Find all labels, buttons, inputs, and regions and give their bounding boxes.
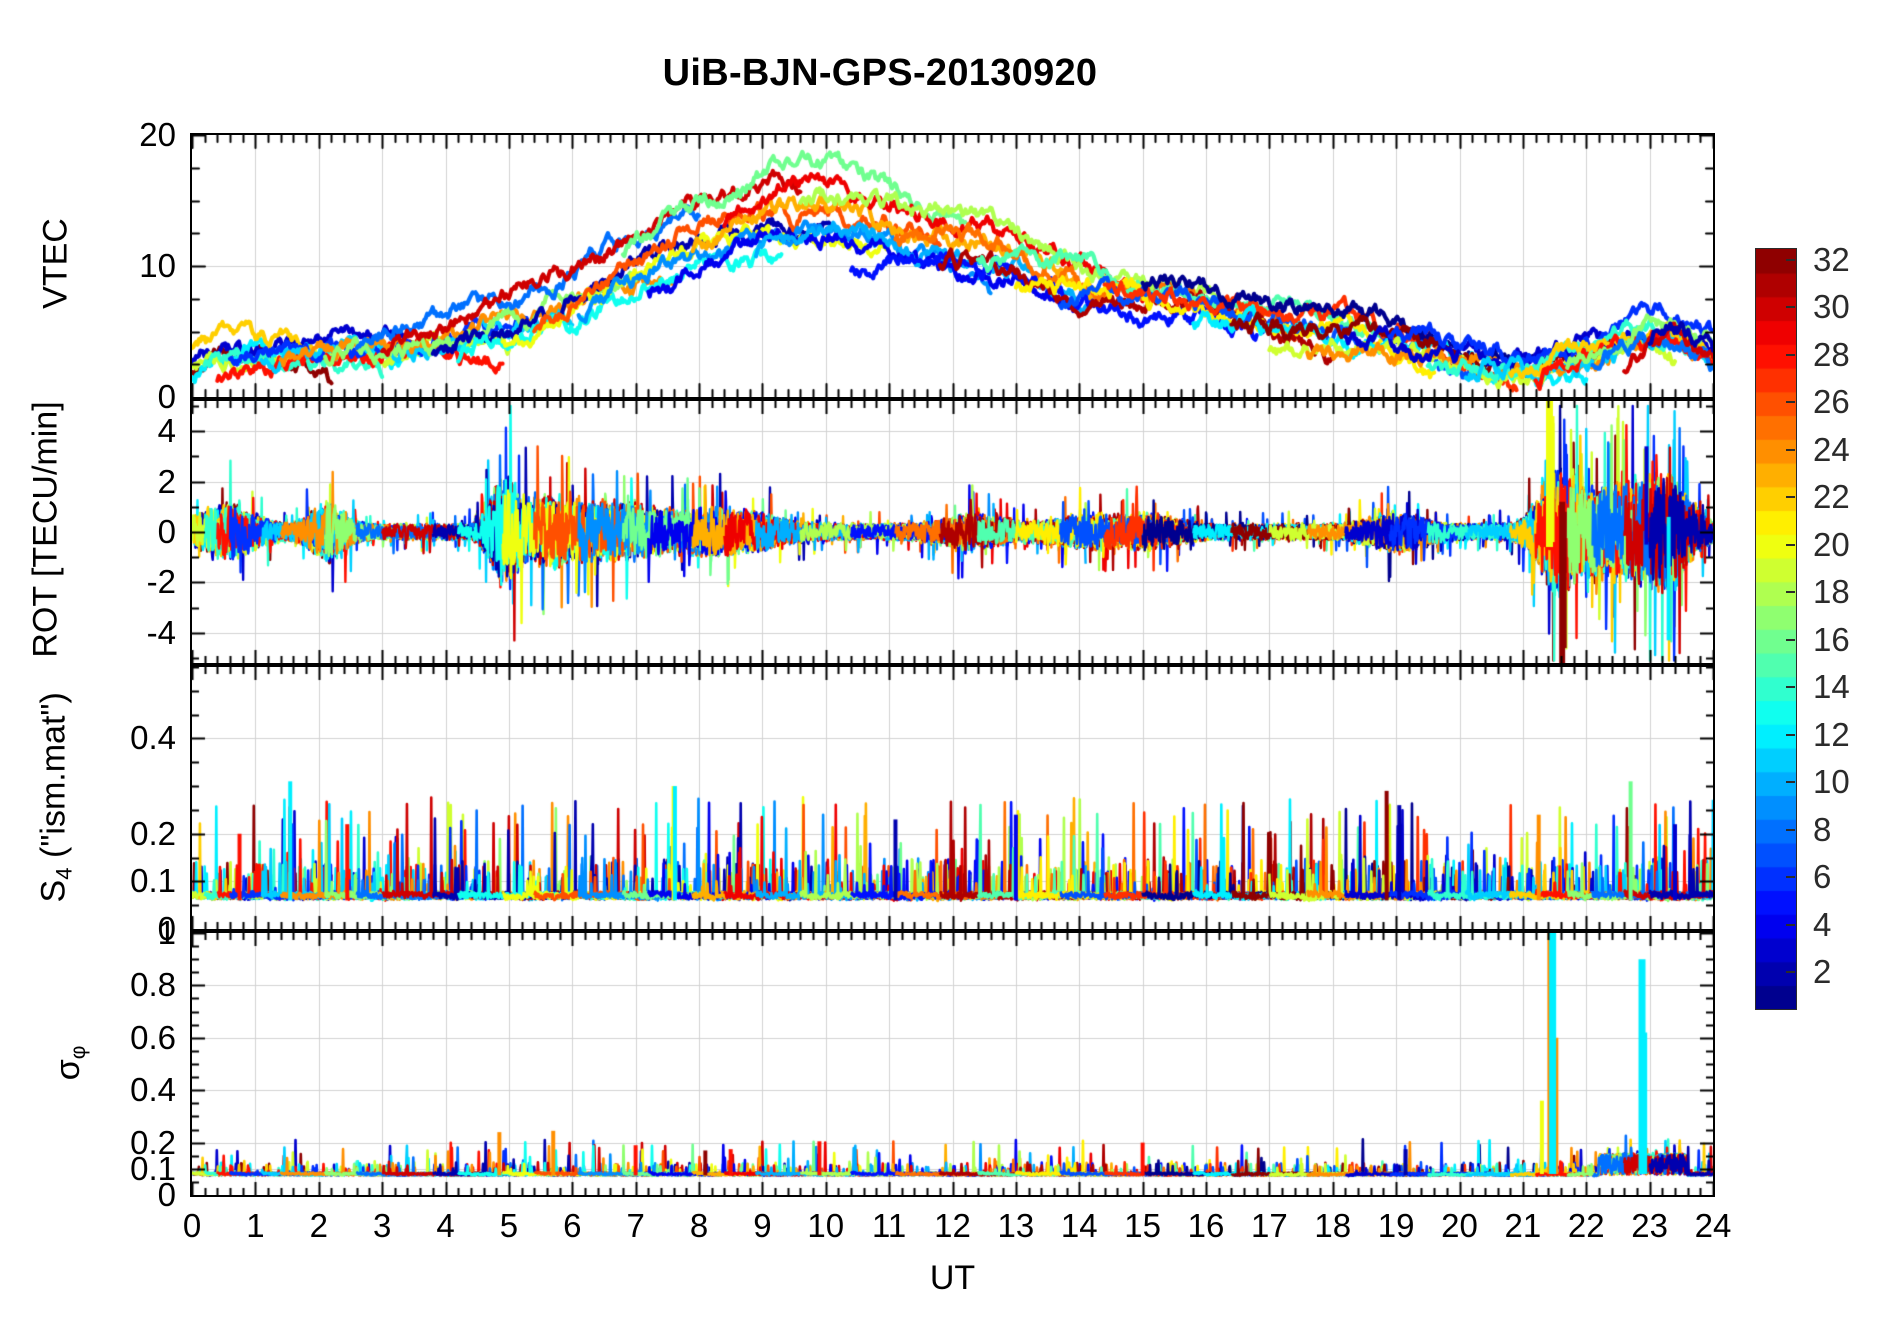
panel-rot [190, 399, 1715, 665]
xtick-9: 9 [753, 1207, 772, 1244]
ytick-sigma_phi-3: 0.4 [130, 1071, 176, 1109]
xtick-5: 5 [499, 1207, 519, 1244]
xtick-23: 23 [1631, 1207, 1668, 1244]
colorbar-tickmark-14 [1786, 686, 1795, 689]
colorbar-tick-26: 26 [1813, 383, 1850, 421]
xtick-21: 21 [1504, 1207, 1542, 1244]
colorbar-tickmark-28 [1786, 353, 1795, 356]
ytick-sigma_phi-1: 0.1 [130, 1149, 176, 1187]
xtick-22: 22 [1567, 1207, 1605, 1244]
xtick-4: 4 [436, 1207, 455, 1244]
panel-s4 [190, 665, 1715, 931]
ytick-sigma_phi-6: 1 [157, 914, 176, 951]
xtick-8: 8 [689, 1207, 709, 1244]
xtick-1: 1 [246, 1207, 265, 1244]
xtick-11: 11 [871, 1207, 907, 1244]
colorbar-tickmark-20 [1786, 543, 1795, 546]
axis-label-ut: UT [929, 1259, 976, 1297]
xtick-18: 18 [1314, 1207, 1352, 1244]
ytick-s4-0: 0 [157, 910, 176, 947]
colorbar-prn [1755, 248, 1797, 1010]
panel-sigma-phi [190, 931, 1715, 1197]
ytick-rot-3: 2 [157, 462, 176, 500]
xtick-24: 24 [1694, 1207, 1732, 1244]
colorbar-tick-20: 20 [1813, 525, 1850, 563]
colorbar-tickmark-24 [1786, 448, 1795, 451]
xtick-7: 7 [626, 1207, 645, 1244]
xtick-10: 10 [807, 1207, 845, 1244]
page-title: UiB-BJN-GPS-20130920 [662, 52, 1098, 94]
colorbar-tick-28: 28 [1813, 335, 1850, 373]
ytick-rot-0: -4 [146, 613, 176, 651]
colorbar-tickmark-10 [1786, 781, 1795, 784]
colorbar-tickmark-22 [1786, 496, 1795, 499]
colorbar-tick-4: 4 [1813, 905, 1832, 943]
xtick-14: 14 [1060, 1207, 1098, 1244]
xtick-13: 13 [997, 1207, 1035, 1244]
colorbar-tick-12: 12 [1813, 715, 1850, 753]
panel-vtec [190, 133, 1715, 399]
ytick-sigma_phi-4: 0.6 [130, 1018, 176, 1056]
colorbar-tick-30: 30 [1813, 288, 1850, 326]
ytick-s4-3: 0.4 [130, 719, 176, 757]
ytick-s4-1: 0.1 [130, 862, 176, 900]
colorbar-tick-32: 32 [1813, 240, 1850, 278]
colorbar-tickmark-32 [1786, 258, 1795, 261]
colorbar-tickmark-6 [1786, 876, 1795, 879]
xtick-20: 20 [1441, 1207, 1478, 1244]
colorbar-tickmark-26 [1786, 401, 1795, 404]
colorbar-tick-18: 18 [1813, 573, 1850, 611]
colorbar-tick-10: 10 [1813, 763, 1850, 801]
ytick-vtec-0: 0 [157, 378, 176, 415]
xtick-17: 17 [1251, 1207, 1288, 1244]
colorbar-tickmark-12 [1786, 733, 1795, 736]
ytick-vtec-2: 20 [139, 116, 176, 153]
ytick-sigma_phi-5: 0.8 [130, 966, 176, 1004]
ytick-sigma_phi-2: 0.2 [130, 1123, 176, 1161]
colorbar-tick-8: 8 [1813, 810, 1832, 848]
colorbar-tick-2: 2 [1813, 953, 1832, 991]
colorbar-tickmark-18 [1786, 591, 1795, 594]
xtick-16: 16 [1187, 1207, 1225, 1244]
colorbar-tick-16: 16 [1813, 620, 1850, 658]
ytick-rot-1: -2 [146, 563, 176, 601]
xtick-6: 6 [563, 1207, 582, 1244]
colorbar-tick-22: 22 [1813, 478, 1850, 516]
ytick-sigma_phi-0: 0 [157, 1176, 176, 1213]
xtick-19: 19 [1377, 1207, 1415, 1244]
ytick-vtec-1: 10 [139, 247, 176, 284]
xtick-12: 12 [934, 1207, 971, 1244]
colorbar-tick-14: 14 [1813, 668, 1850, 706]
xtick-2: 2 [309, 1207, 328, 1244]
xtick-15: 15 [1124, 1207, 1161, 1244]
ytick-rot-4: 4 [157, 412, 176, 450]
colorbar-tickmark-30 [1786, 306, 1795, 309]
ytick-rot-2: 0 [157, 513, 176, 550]
colorbar-tick-24: 24 [1813, 430, 1850, 468]
colorbar-tick-6: 6 [1813, 858, 1832, 896]
xtick-3: 3 [372, 1207, 392, 1244]
colorbar-tickmark-2 [1786, 971, 1795, 974]
colorbar-tickmark-8 [1786, 828, 1795, 831]
ytick-s4-2: 0.2 [130, 814, 176, 852]
colorbar-tickmark-16 [1786, 638, 1795, 641]
colorbar-tickmark-4 [1786, 923, 1795, 926]
xtick-0: 0 [182, 1207, 202, 1244]
